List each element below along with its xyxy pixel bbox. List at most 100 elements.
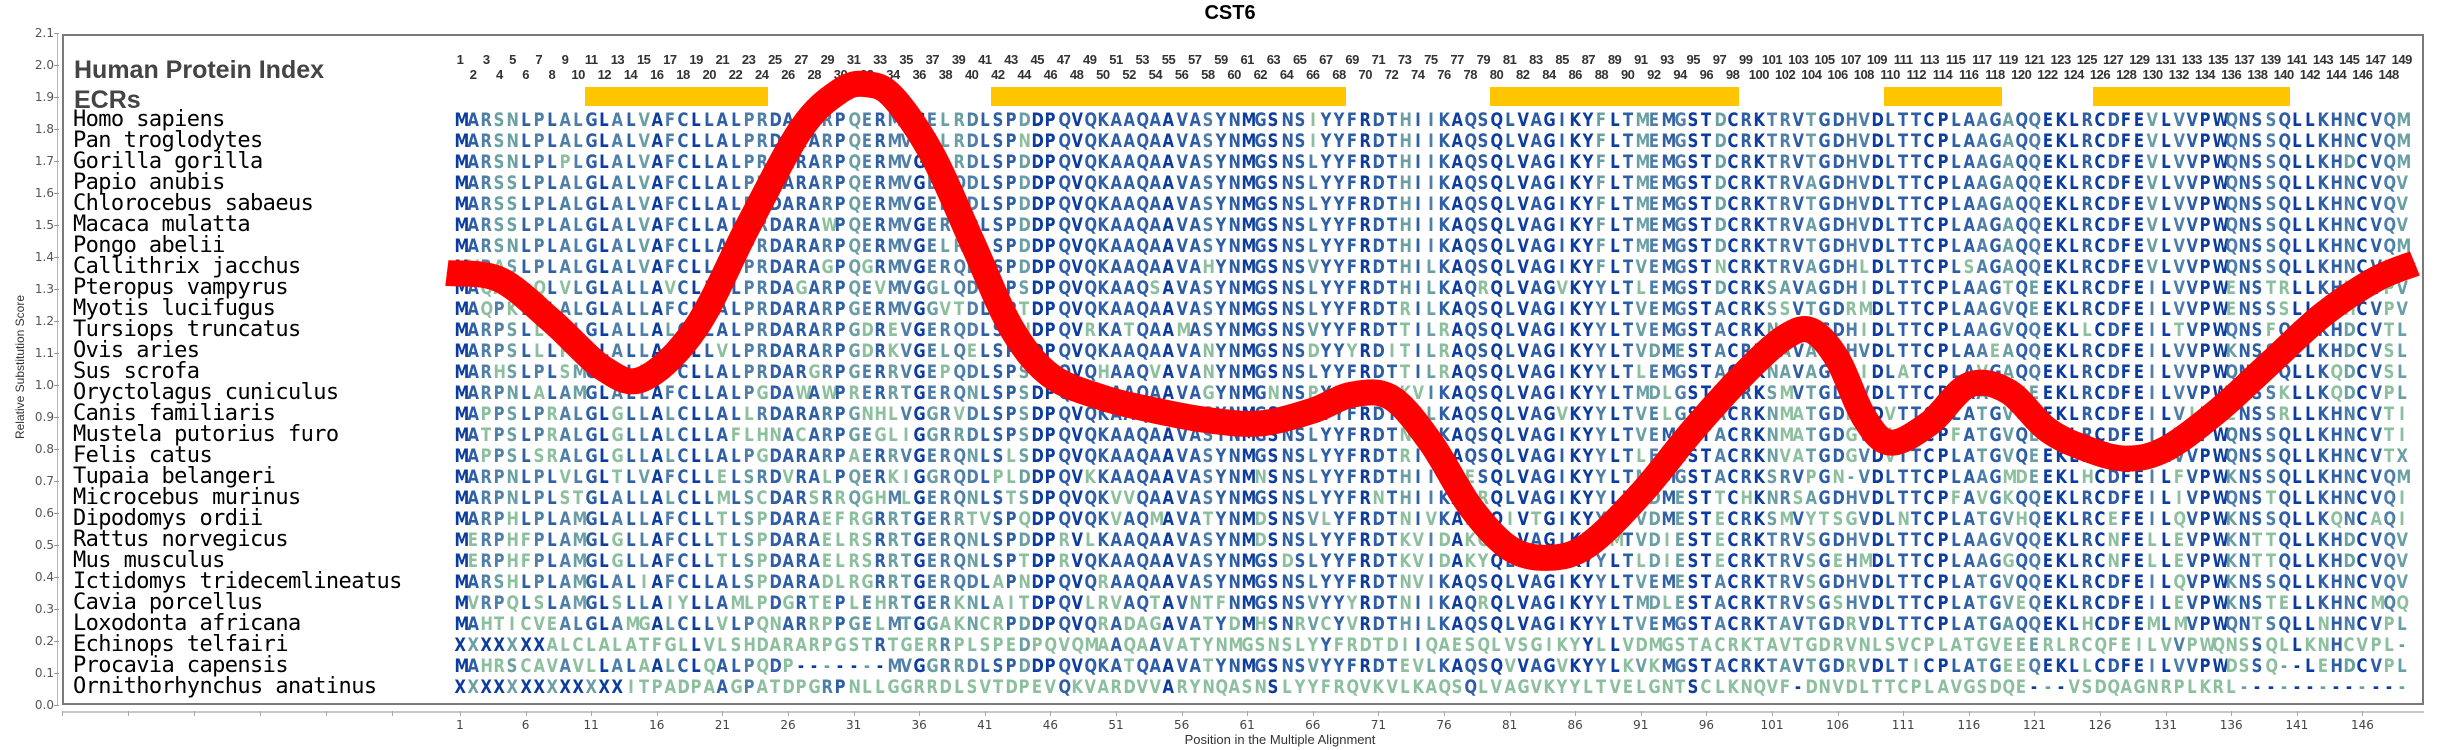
- residue: G: [1255, 299, 1266, 320]
- residue: Q: [2029, 215, 2040, 236]
- residue: A: [1452, 320, 1463, 341]
- residue: V: [2003, 320, 2014, 341]
- residue: V: [1176, 257, 1187, 278]
- residue: I: [1557, 131, 1568, 152]
- residue: K: [887, 341, 898, 362]
- residue: M: [1242, 194, 1253, 215]
- residue: L: [599, 362, 610, 383]
- index-number: 148: [2374, 67, 2404, 82]
- residue: P: [743, 299, 754, 320]
- residue: V: [1635, 341, 1646, 362]
- residue: C: [678, 299, 689, 320]
- residue: L: [1307, 194, 1318, 215]
- residue: T: [1898, 236, 1909, 257]
- residue: D: [1832, 320, 1843, 341]
- residue: V: [2173, 257, 2184, 278]
- residue: E: [1990, 341, 2001, 362]
- residue: R: [756, 173, 767, 194]
- residue: S: [992, 215, 1003, 236]
- residue: L: [979, 173, 990, 194]
- residue: F: [1347, 278, 1358, 299]
- residue: P: [2199, 320, 2210, 341]
- residue: C: [678, 320, 689, 341]
- residue: L: [1504, 257, 1515, 278]
- index-number: 149: [2387, 52, 2417, 67]
- residue: A: [809, 173, 820, 194]
- residue: A: [2003, 341, 2014, 362]
- residue: A: [612, 215, 623, 236]
- residue: L: [1307, 362, 1318, 383]
- residue: V: [2173, 173, 2184, 194]
- residue: L: [1950, 320, 1961, 341]
- residue: C: [1924, 173, 1935, 194]
- residue: R: [481, 236, 492, 257]
- residue: L: [2068, 152, 2079, 173]
- residue: L: [2291, 320, 2302, 341]
- residue: L: [2081, 320, 2092, 341]
- species-label: Procavia capensis: [73, 655, 288, 676]
- residue: P: [2199, 215, 2210, 236]
- residue: K: [2318, 362, 2329, 383]
- residue: R: [822, 341, 833, 362]
- residue: Y: [1583, 152, 1594, 173]
- residue: Q: [2016, 152, 2027, 173]
- residue: A: [1530, 173, 1541, 194]
- residue: S: [1688, 173, 1699, 194]
- residue: V: [2173, 215, 2184, 236]
- residue: M: [1176, 320, 1187, 341]
- residue: A: [1963, 320, 1974, 341]
- residue: R: [953, 110, 964, 131]
- residue: L: [2291, 341, 2302, 362]
- residue: R: [796, 236, 807, 257]
- residue: K: [1439, 152, 1450, 173]
- residue: C: [2357, 194, 2368, 215]
- residue: R: [822, 110, 833, 131]
- residue: Y: [1215, 341, 1226, 362]
- residue: A: [1976, 236, 1987, 257]
- residue: L: [638, 278, 649, 299]
- residue: C: [2095, 131, 2106, 152]
- residue: G: [1255, 173, 1266, 194]
- residue: C: [2357, 257, 2368, 278]
- residue: V: [1517, 299, 1528, 320]
- residue: F: [664, 110, 675, 131]
- residue: D: [1714, 215, 1725, 236]
- residue: H: [2344, 299, 2355, 320]
- residue: T: [1911, 110, 1922, 131]
- y-axis-line: [57, 34, 58, 706]
- residue: Q: [1491, 110, 1502, 131]
- residue: Y: [1215, 152, 1226, 173]
- residue: H: [2331, 110, 2342, 131]
- residue: L: [691, 362, 702, 383]
- residue: S: [1268, 362, 1279, 383]
- residue: Y: [1320, 278, 1331, 299]
- residue: L: [979, 152, 990, 173]
- residue: T: [1622, 278, 1633, 299]
- residue: F: [1347, 173, 1358, 194]
- y-tick-label: 0.5: [30, 538, 54, 552]
- residue: R: [1780, 257, 1791, 278]
- residue: Y: [1320, 215, 1331, 236]
- residue: S: [494, 173, 505, 194]
- residue: Q: [1491, 236, 1502, 257]
- residue: A: [468, 341, 479, 362]
- residue: G: [1543, 152, 1554, 173]
- residue: A: [1530, 320, 1541, 341]
- residue: V: [1517, 110, 1528, 131]
- residue: M: [1635, 194, 1646, 215]
- residue: F: [664, 257, 675, 278]
- residue: S: [2265, 110, 2276, 131]
- residue: S: [507, 341, 518, 362]
- residue: V: [1517, 215, 1528, 236]
- residue: Y: [1320, 173, 1331, 194]
- residue: L: [573, 257, 584, 278]
- residue: P: [835, 362, 846, 383]
- residue: V: [2396, 173, 2407, 194]
- residue: R: [874, 257, 885, 278]
- residue: I: [2147, 362, 2158, 383]
- residue: Q: [2226, 131, 2237, 152]
- residue: A: [717, 278, 728, 299]
- residue: S: [1688, 236, 1699, 257]
- residue: L: [1307, 278, 1318, 299]
- residue: D: [1032, 362, 1043, 383]
